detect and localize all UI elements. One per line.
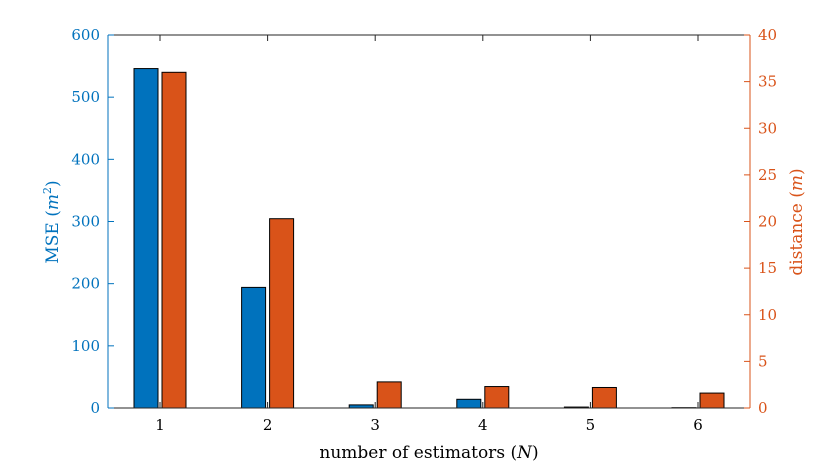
y-left-tick-label-0: 0	[90, 399, 100, 417]
bar-mse-2	[241, 286, 267, 409]
x-axis-label-suffix: )	[532, 443, 539, 463]
x-axis-label-symbol: N	[516, 443, 533, 463]
y-axis-left-label-sup: 2	[41, 187, 54, 194]
y-axis-right-label: distance (m)	[787, 168, 807, 275]
bar-distance-5	[591, 386, 617, 409]
axes-frame	[107, 34, 751, 409]
y-right-tick-label-20: 20	[758, 213, 777, 231]
y-axis-right-label-suffix: )	[787, 168, 807, 175]
y-axis-left-label-suffix: )	[43, 180, 63, 187]
x-tick-label-4: 4	[478, 416, 488, 434]
bars-layer	[133, 68, 725, 409]
y-left-tick-label-600: 600	[71, 26, 100, 44]
y-right-tick-label-25: 25	[758, 166, 777, 184]
x-tick-label-6: 6	[693, 416, 703, 434]
bar-distance-2	[269, 218, 295, 409]
y-right-tick-label-30: 30	[758, 119, 777, 137]
bar-distance-1	[161, 71, 187, 409]
y-right-tick-label-40: 40	[758, 26, 777, 44]
y-right-tick-label-35: 35	[758, 73, 777, 91]
x-tick-label-2: 2	[263, 416, 273, 434]
x-tick-label-3: 3	[370, 416, 380, 434]
y-right-tick-label-0: 0	[758, 399, 768, 417]
bar-distance-4	[484, 386, 510, 409]
bar-mse-4	[456, 398, 482, 409]
y-left-tick-label-400: 400	[71, 150, 100, 168]
bar-distance-3	[376, 381, 402, 409]
y-right-tick-label-5: 5	[758, 352, 768, 370]
y-right-tick-label-15: 15	[758, 259, 777, 277]
y-axis-left-label-prefix: MSE (	[43, 210, 63, 264]
x-axis-label: number of estimators (N)	[319, 443, 538, 463]
bar-mse-1	[133, 68, 159, 409]
y-left-tick-label-200: 200	[71, 275, 100, 293]
x-axis-label-prefix: number of estimators (	[319, 443, 517, 463]
y-right-tick-label-10: 10	[758, 306, 777, 324]
y-axis-right-label-symbol: m	[787, 175, 807, 191]
y-axis-right-label-prefix: distance (	[787, 191, 807, 276]
y-left-tick-label-500: 500	[71, 88, 100, 106]
y-left-tick-label-100: 100	[71, 337, 100, 355]
x-tick-label-1: 1	[155, 416, 165, 434]
y-axis-left-label: MSE (m2)	[41, 180, 63, 263]
bar-distance-6	[699, 392, 725, 409]
x-tick-label-5: 5	[586, 416, 596, 434]
y-left-tick-label-300: 300	[71, 213, 100, 231]
ticks-layer: 0 100 200 300 400 500 600 0 5 10 15 20 25 30 35 40 1 2 3 4 5…	[71, 26, 777, 434]
y-axis-left-label-symbol: m	[43, 194, 63, 210]
